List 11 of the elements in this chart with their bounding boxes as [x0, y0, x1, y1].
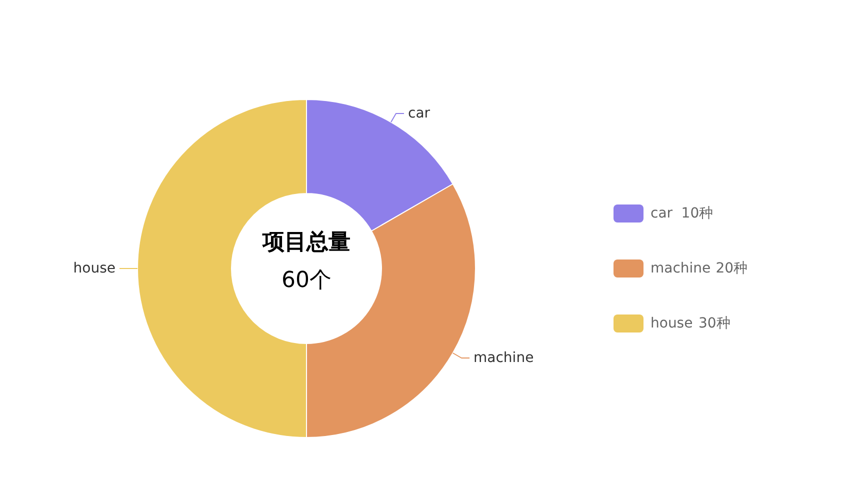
legend-label: house [650, 316, 693, 332]
slice-label: machine [474, 350, 534, 366]
data-label: 20种 [716, 260, 748, 276]
legend-label: car [650, 206, 673, 222]
slice-label: house [73, 260, 116, 276]
data-label: 30种 [698, 316, 730, 332]
legend-label: machine [650, 260, 711, 276]
text: 项目总量 [262, 230, 350, 255]
text: 60个 [282, 268, 332, 293]
data-label: 10种 [681, 206, 714, 222]
slice-label: car [408, 105, 430, 122]
